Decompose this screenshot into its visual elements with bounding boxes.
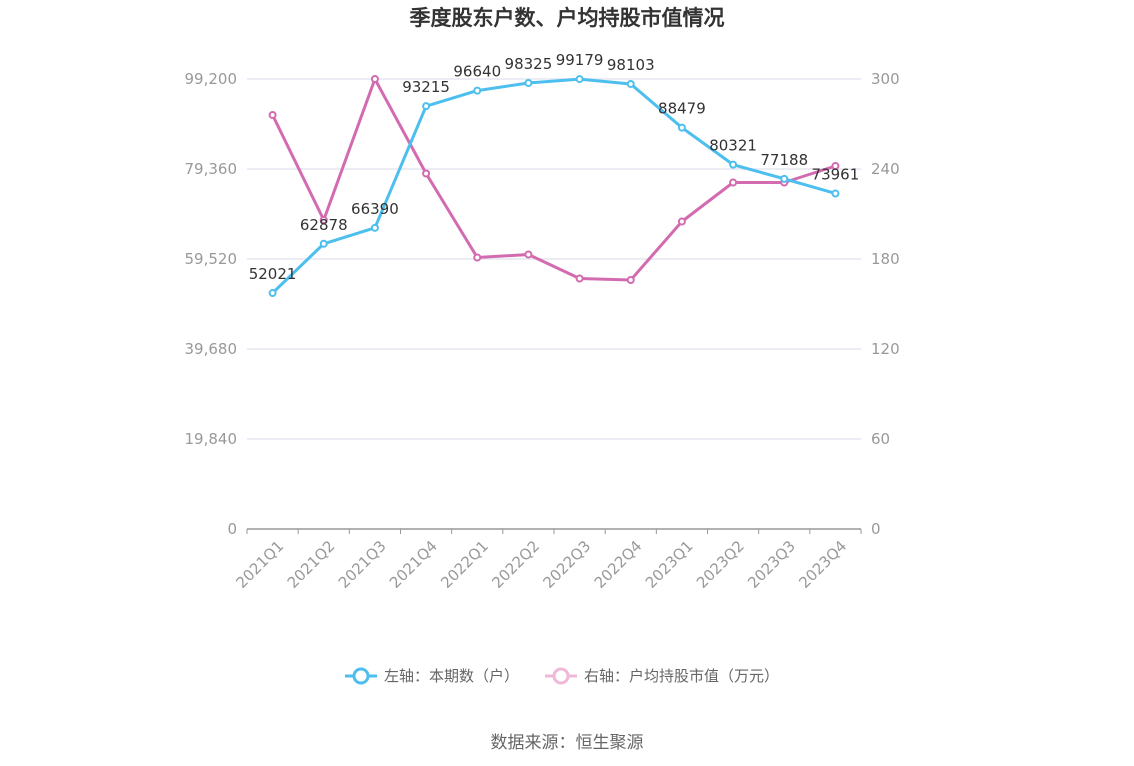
data-point[interactable] — [524, 78, 533, 87]
right-tick-label: 0 — [871, 520, 881, 538]
x-tick-label: 2021Q2 — [284, 537, 339, 592]
data-label: 62878 — [300, 216, 348, 234]
data-point[interactable] — [268, 111, 277, 119]
data-label: 93215 — [402, 78, 450, 96]
left-tick-label: 0 — [227, 520, 237, 538]
data-point[interactable] — [422, 102, 431, 111]
data-point[interactable] — [729, 160, 738, 169]
x-tick-label: 2022Q3 — [540, 537, 595, 592]
x-tick-label: 2023Q2 — [693, 537, 748, 592]
data-label: 80321 — [709, 137, 757, 155]
data-point[interactable] — [831, 162, 840, 170]
x-axis: 2021Q12021Q22021Q32021Q42022Q12022Q22022… — [233, 528, 862, 592]
data-point[interactable] — [370, 223, 379, 232]
data-point[interactable] — [422, 169, 431, 178]
legend-item[interactable]: 左轴：本期数（户） — [345, 667, 519, 685]
data-label: 66390 — [351, 200, 399, 218]
x-tick-label: 2023Q4 — [795, 537, 850, 592]
data-label: 98103 — [607, 56, 655, 74]
data-label: 88479 — [658, 100, 706, 118]
x-tick-label: 2022Q1 — [437, 537, 492, 592]
legend-item[interactable]: 右轴：户均持股市值（万元） — [545, 667, 779, 685]
source-note: 数据来源：恒生聚源 — [491, 733, 644, 753]
right-tick-label: 120 — [871, 340, 900, 358]
legend-swatch-marker — [352, 667, 370, 685]
data-point[interactable] — [370, 75, 379, 83]
data-label: 99179 — [556, 51, 604, 69]
data-point[interactable] — [780, 174, 789, 183]
data-label: 96640 — [453, 63, 501, 81]
data-point[interactable] — [575, 75, 584, 84]
left-tick-label: 19,840 — [185, 430, 238, 448]
legend-label: 右轴：户均持股市值（万元） — [584, 667, 779, 685]
data-label: 98325 — [505, 55, 553, 73]
data-point[interactable] — [575, 274, 584, 283]
data-point[interactable] — [729, 178, 738, 187]
series-line — [271, 77, 836, 282]
data-point[interactable] — [268, 289, 277, 298]
data-point[interactable] — [831, 189, 840, 198]
grid-lines — [247, 78, 861, 440]
data-point[interactable] — [626, 276, 635, 284]
chart-title: 季度股东户数、户均持股市值情况 — [410, 6, 725, 30]
left-tick-label: 99,200 — [185, 70, 238, 88]
data-point[interactable] — [319, 216, 328, 224]
series-line — [271, 77, 836, 295]
data-label: 77188 — [760, 151, 808, 169]
data-point[interactable] — [524, 250, 533, 259]
x-tick-label: 2022Q2 — [488, 537, 543, 592]
x-tick-label: 2023Q3 — [744, 537, 799, 592]
legend-swatch-marker — [552, 667, 570, 685]
data-point[interactable] — [626, 79, 635, 88]
data-label: 73961 — [812, 165, 860, 183]
series — [268, 75, 840, 298]
data-point[interactable] — [473, 86, 482, 95]
x-tick-label: 2021Q3 — [335, 537, 390, 592]
legend-label: 左轴：本期数（户） — [384, 667, 519, 685]
data-label: 52021 — [249, 265, 297, 283]
data-point[interactable] — [473, 253, 482, 262]
left-tick-label: 59,520 — [185, 250, 238, 268]
left-tick-label: 79,360 — [185, 160, 238, 178]
left-axis: 0 19,840 39,680 59,520 79,360 99,200 — [185, 70, 238, 538]
right-axis: 0 60 120 180 240 300 — [871, 70, 900, 538]
data-point[interactable] — [319, 239, 328, 248]
right-tick-label: 180 — [871, 250, 900, 268]
x-tick-label: 2023Q1 — [642, 537, 697, 592]
x-tick-label: 2021Q1 — [233, 537, 288, 592]
left-tick-label: 39,680 — [185, 340, 238, 358]
right-tick-label: 240 — [871, 160, 900, 178]
x-tick-label: 2022Q4 — [591, 537, 646, 592]
legend[interactable]: 左轴：本期数（户） 右轴：户均持股市值（万元） — [345, 667, 779, 685]
right-tick-label: 60 — [871, 430, 890, 448]
x-tick-label: 2021Q4 — [386, 537, 441, 592]
right-tick-label: 300 — [871, 70, 900, 88]
data-point[interactable] — [677, 217, 686, 226]
data-point[interactable] — [677, 123, 686, 132]
